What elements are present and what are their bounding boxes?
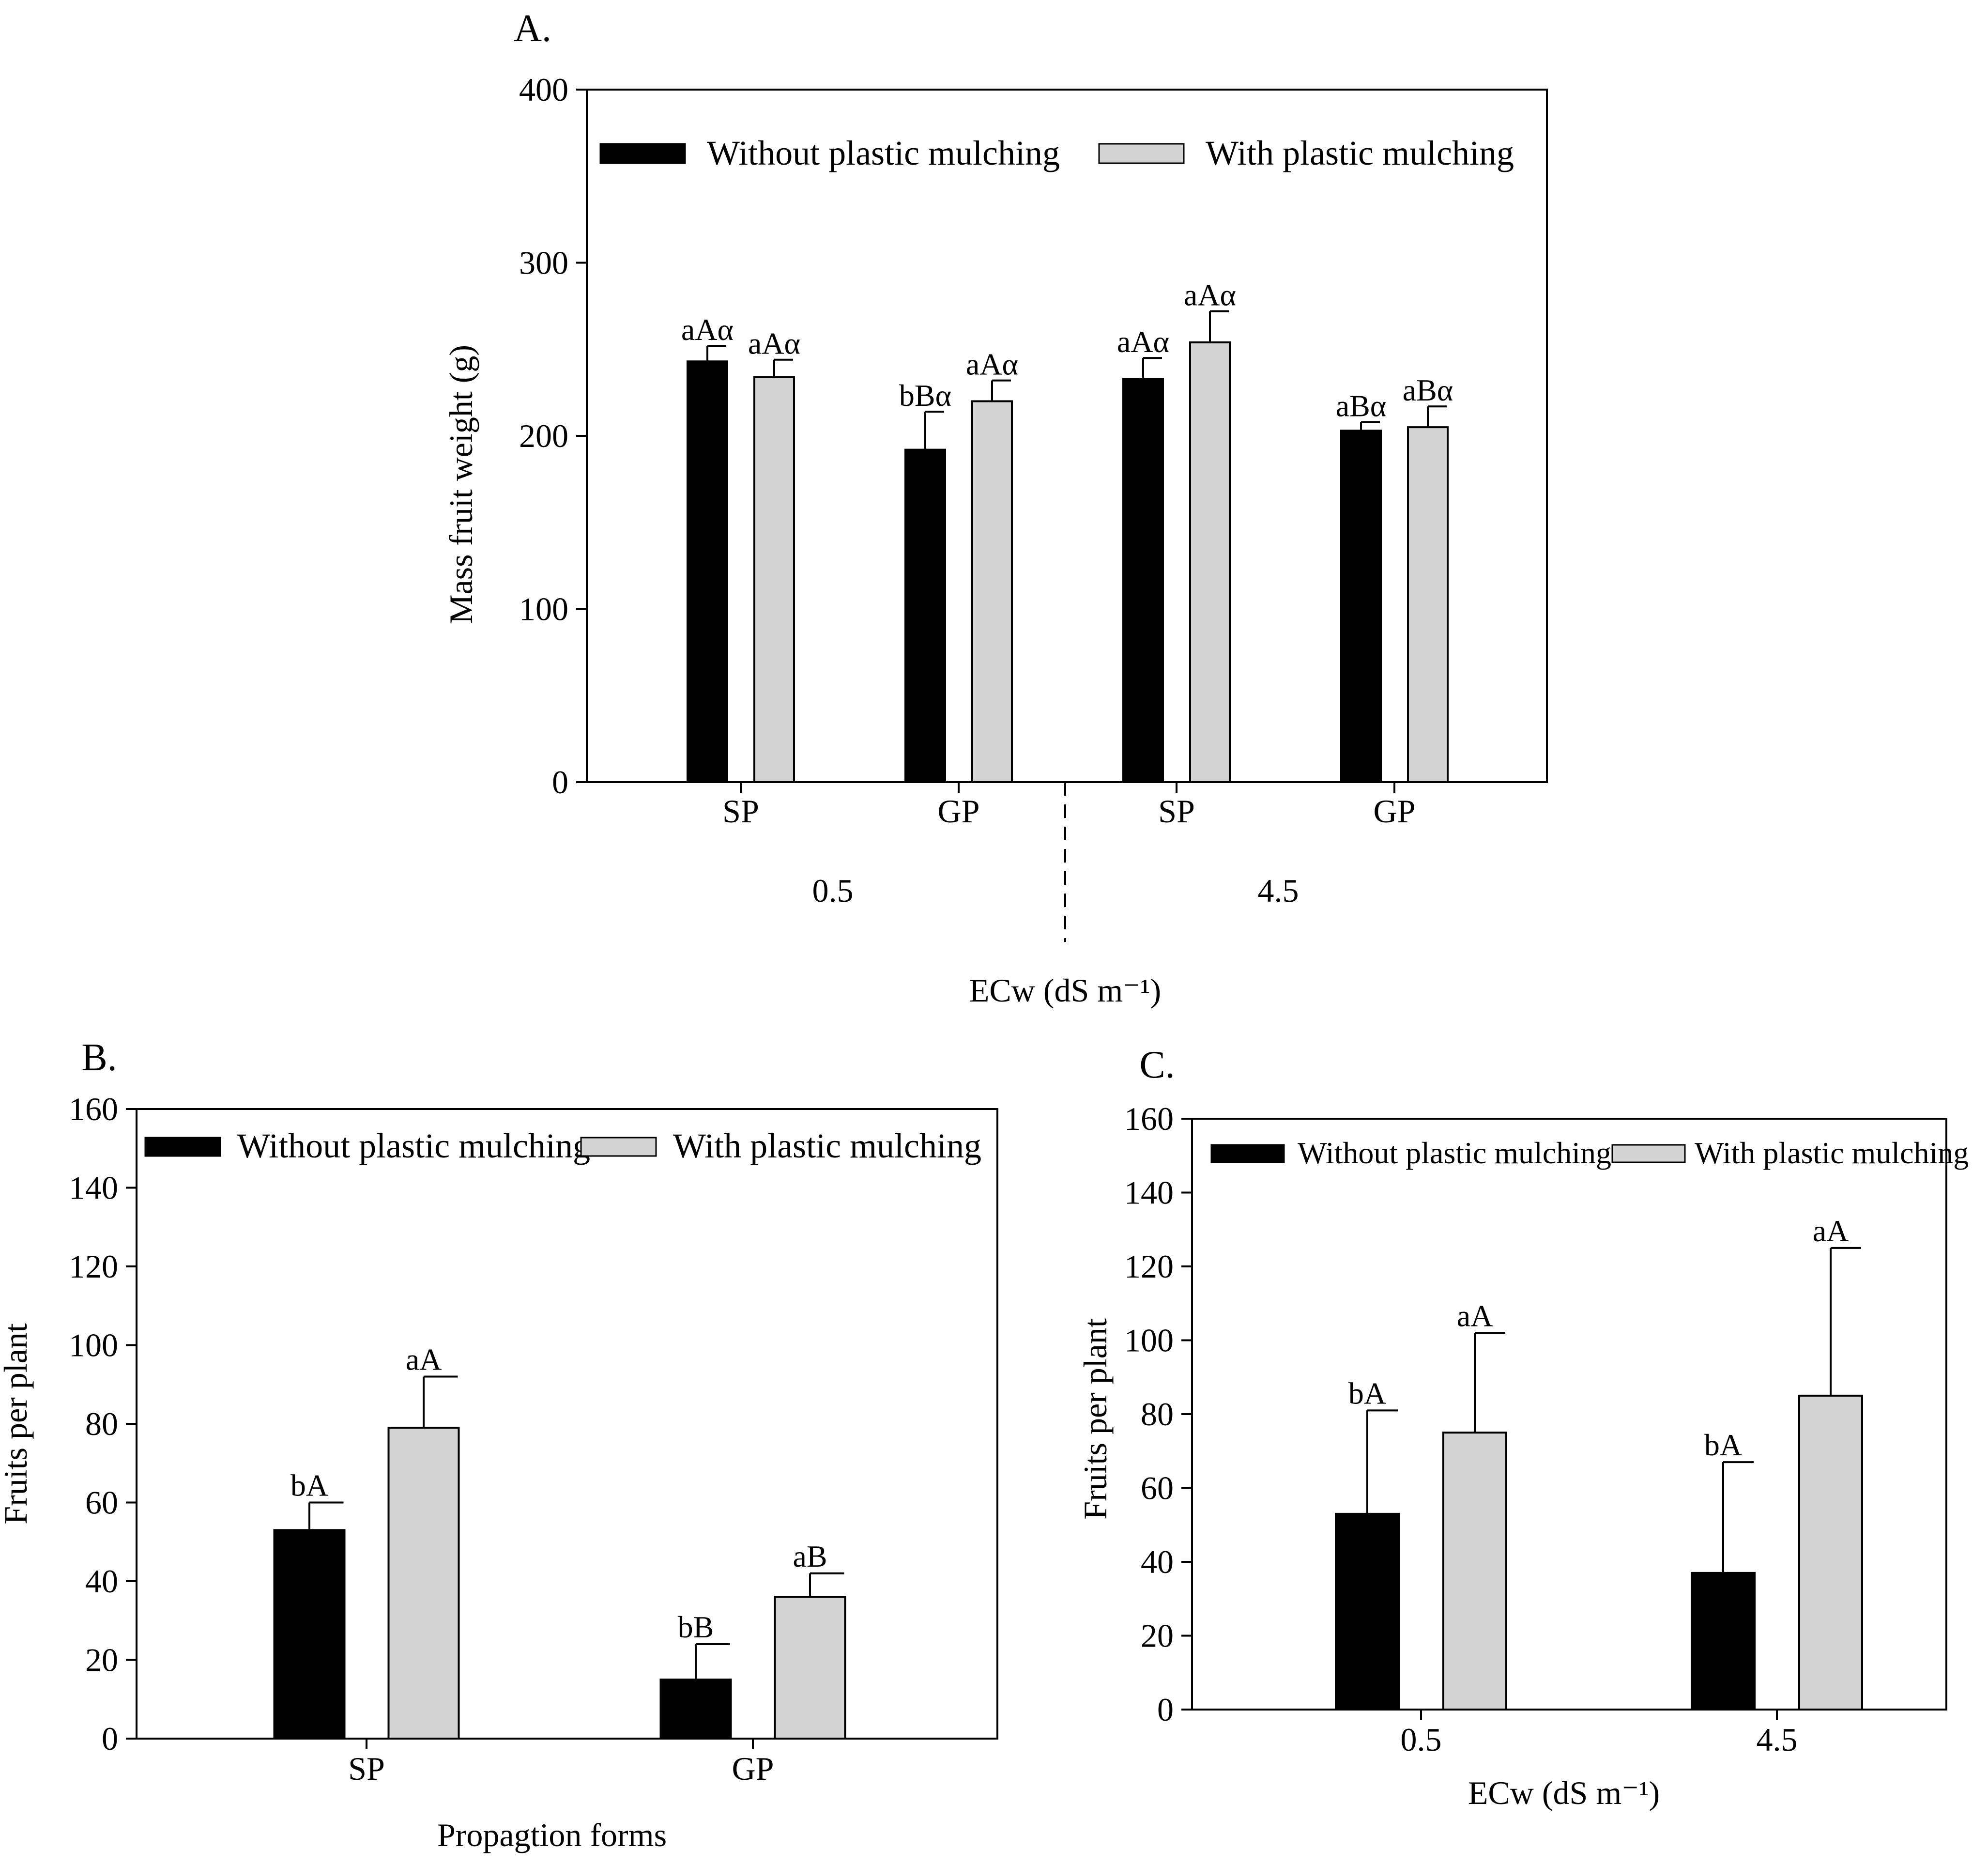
panel-a-plot-frame <box>586 89 1548 783</box>
panel-a-significance-label: aAα <box>748 326 800 361</box>
panel-c-significance-label: aA <box>1813 1214 1849 1248</box>
panel-c-label: C. <box>1139 1044 1175 1086</box>
panel-b-y-tick-label: 80 <box>85 1405 118 1442</box>
panel-c-legend-swatch-without <box>1210 1144 1285 1163</box>
panel-a-x-category-label: SP <box>722 793 759 830</box>
panel-c-y-tick-label: 40 <box>1141 1543 1174 1580</box>
panel-b-legend-swatch-with <box>580 1137 657 1157</box>
panel-c-chart: C. Fruits per plant ECw (dS m⁻¹) Without… <box>1077 1044 1969 1811</box>
panel-c-bar <box>1798 1394 1863 1711</box>
panel-c-y-tick-label: 100 <box>1124 1322 1174 1359</box>
panel-c-y-tick-label: 140 <box>1124 1174 1174 1211</box>
panel-a-bar <box>904 448 946 783</box>
panel-c-x-category-label: 4.5 <box>1757 1721 1798 1758</box>
panel-a-significance-label: aBα <box>1336 388 1387 423</box>
panel-a-legend-swatch-with <box>1098 143 1185 164</box>
panel-a-y-tick-label: 300 <box>519 245 568 281</box>
panel-a-group-label-0: 0.5 <box>812 872 854 909</box>
panel-b-chart: B. Fruits per plant Propagtion forms Wit… <box>0 1036 998 1853</box>
panel-c-x-axis-label: ECw (dS m⁻¹) <box>1468 1774 1660 1811</box>
panel-c-significance-label: aA <box>1457 1298 1493 1333</box>
panel-a-legend-swatch-without <box>599 143 686 164</box>
panel-a-significance-label: aAα <box>1184 278 1236 312</box>
panel-b-x-category-label: GP <box>732 1750 774 1787</box>
panel-b-legend-swatch-without <box>144 1137 221 1157</box>
panel-b-y-tick-label: 20 <box>85 1642 118 1679</box>
panel-b-y-tick-label: 160 <box>69 1091 118 1127</box>
panel-c-y-tick-label: 160 <box>1124 1100 1174 1137</box>
panel-c-y-tick-label: 0 <box>1157 1691 1174 1728</box>
panel-c-x-category-label: 0.5 <box>1401 1721 1442 1758</box>
panel-b-x-axis-label: Propagtion forms <box>437 1817 667 1853</box>
panel-c-bar <box>1335 1512 1400 1711</box>
panel-b-x-category-label: SP <box>348 1750 385 1787</box>
panel-a-y-tick-label: 400 <box>519 71 568 108</box>
panel-c-bar <box>1442 1432 1507 1711</box>
panel-c-y-axis-label: Fruits per plant <box>1077 1318 1114 1520</box>
panel-a-x-category-label: SP <box>1158 793 1195 830</box>
panel-a-y-tick-label: 200 <box>519 417 568 454</box>
panel-b-bar <box>273 1529 346 1740</box>
panel-a-bar <box>1407 426 1449 783</box>
panel-a-x-axis-label: ECw (dS m⁻¹) <box>969 972 1161 1009</box>
panel-b-bar <box>774 1596 846 1740</box>
panel-b-y-tick-label: 120 <box>69 1248 118 1285</box>
panel-b-significance-label: bB <box>678 1610 714 1644</box>
panel-b-legend-text-without: Without plastic mulching <box>237 1126 590 1165</box>
panel-c-bar <box>1691 1572 1756 1711</box>
panel-b-legend: Without plastic mulching With plastic mu… <box>144 1126 981 1165</box>
panel-c-y-tick-label: 60 <box>1141 1470 1174 1507</box>
panel-a-label: A. <box>514 7 551 50</box>
panel-a-bar <box>753 376 795 783</box>
panel-b-significance-label: aB <box>793 1539 827 1573</box>
panel-a-legend-text-without: Without plastic mulching <box>707 134 1060 172</box>
panel-b-plot-frame <box>136 1108 998 1740</box>
panel-a-significance-label: aBα <box>1403 373 1453 407</box>
panel-a-significance-label: bBα <box>899 378 951 413</box>
panel-a-bar <box>971 400 1013 783</box>
panel-b-y-tick-label: 0 <box>102 1720 118 1757</box>
panel-b-y-tick-label: 40 <box>85 1563 118 1600</box>
panel-c-legend: Without plastic mulching With plastic mu… <box>1210 1136 1969 1170</box>
panel-c-y-tick-label: 120 <box>1124 1248 1174 1285</box>
panel-c-y-tick-label: 80 <box>1141 1396 1174 1433</box>
panel-b-y-axis-label: Fruits per plant <box>0 1323 34 1525</box>
panel-c-legend-text-with: With plastic mulching <box>1695 1136 1969 1170</box>
panel-a-chart: A. Mass fruit weight (g) ECw (dS m⁻¹) 0.… <box>443 7 1548 1009</box>
panel-b-significance-label: aA <box>406 1342 442 1377</box>
panel-c-significance-label: bA <box>1348 1376 1386 1410</box>
panel-a-bar <box>1340 430 1382 783</box>
panel-b-y-tick-label: 100 <box>69 1327 118 1364</box>
panel-b-bar <box>387 1427 460 1740</box>
panel-a-y-axis-label: Mass fruit weight (g) <box>443 345 479 624</box>
panel-b-legend-text-with: With plastic mulching <box>673 1126 981 1165</box>
panel-c-y-tick-label: 20 <box>1141 1618 1174 1654</box>
panel-a-group-label-1: 4.5 <box>1258 872 1299 909</box>
panel-a-x-category-label: GP <box>938 793 980 830</box>
panel-a-bar <box>687 360 728 783</box>
panel-c-significance-label: bA <box>1704 1428 1742 1462</box>
panel-a-bar <box>1189 341 1231 783</box>
panel-b-label: B. <box>81 1036 117 1079</box>
panel-a-y-tick-label: 0 <box>552 764 568 801</box>
panel-b-y-tick-label: 60 <box>85 1484 118 1521</box>
panel-a-legend: Without plastic mulching With plastic mu… <box>599 134 1514 172</box>
panel-a-significance-label: aAα <box>966 347 1018 382</box>
panel-c-legend-text-without: Without plastic mulching <box>1298 1136 1611 1170</box>
panel-a-bar <box>1122 378 1164 783</box>
panel-a-significance-label: aAα <box>681 312 734 347</box>
panel-b-significance-label: bA <box>291 1468 328 1503</box>
panel-b-y-tick-label: 140 <box>69 1170 118 1206</box>
panel-a-x-category-label: GP <box>1374 793 1416 830</box>
panel-c-legend-swatch-with <box>1611 1144 1686 1163</box>
panel-a-legend-text-with: With plastic mulching <box>1206 134 1514 172</box>
panel-a-significance-label: aAα <box>1117 324 1169 359</box>
panel-a-y-tick-label: 100 <box>519 591 568 628</box>
panel-b-bar <box>659 1679 732 1740</box>
